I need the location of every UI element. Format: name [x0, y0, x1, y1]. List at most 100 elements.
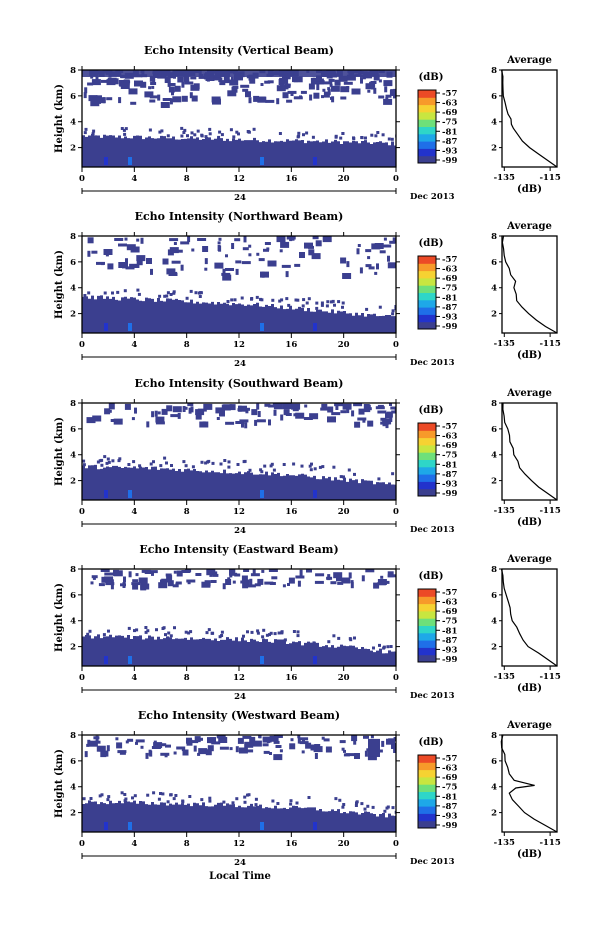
- echo-speck: [390, 137, 394, 141]
- clutter-cell: [132, 579, 139, 583]
- clutter-cell: [99, 97, 106, 104]
- average-x-label: (dB): [517, 849, 542, 860]
- echo-speck: [305, 131, 309, 135]
- echo-speck: [100, 793, 104, 797]
- x-tick-label: 0: [79, 340, 85, 350]
- clutter-cell: [87, 82, 94, 86]
- echo-speck: [256, 629, 260, 633]
- clutter-cell: [175, 581, 182, 585]
- echo-speck: [391, 309, 395, 313]
- strong-echo: [104, 323, 108, 331]
- colorbar-segment: [418, 481, 436, 490]
- clutter-cell: [182, 406, 186, 412]
- x-tick-label: 4: [131, 673, 137, 683]
- echo-speck: [98, 794, 102, 798]
- clutter-cell: [237, 737, 244, 744]
- echo-speck: [260, 470, 264, 474]
- clutter-cell: [357, 417, 367, 421]
- colorbar-segment: [418, 256, 436, 264]
- clutter-cell: [217, 241, 221, 245]
- clutter-cell: [338, 75, 348, 82]
- clutter-cell: [125, 266, 135, 270]
- clutter-cell: [123, 576, 126, 583]
- echo-speck: [321, 465, 325, 469]
- clutter-cell: [291, 403, 301, 410]
- colorbar-segment: [418, 133, 436, 142]
- y-axis-label: Height (km): [54, 84, 65, 153]
- echo-speck: [342, 475, 345, 479]
- clutter-cell: [334, 81, 338, 85]
- echo-speck: [135, 628, 139, 632]
- clutter-cell: [176, 746, 186, 750]
- colorbar-segment: [418, 321, 436, 330]
- clutter-cell: [106, 97, 113, 101]
- clutter-cell: [231, 86, 238, 93]
- clutter-cell: [242, 582, 249, 589]
- clutter-cell: [140, 237, 144, 244]
- echo-speck: [136, 288, 140, 292]
- clutter-cell: [358, 408, 365, 415]
- echo-speck: [165, 294, 169, 298]
- echo-speck: [248, 468, 252, 472]
- colorbar-segment: [418, 97, 436, 106]
- strong-echo: [260, 490, 264, 498]
- x-tick-label: 4: [131, 839, 137, 849]
- clutter-cell: [264, 403, 271, 407]
- colorbar-unit: (dB): [419, 72, 444, 83]
- clutter-cell: [323, 91, 330, 98]
- clutter-cell: [316, 84, 320, 91]
- colorbar-segment: [418, 430, 436, 439]
- echo-speck: [120, 127, 124, 130]
- clutter-cell: [202, 421, 206, 428]
- x-tick-label: 4: [131, 174, 137, 184]
- colorbar-segment: [418, 610, 436, 619]
- x-tick-label: 0: [393, 340, 399, 350]
- colorbar-tick-label: -75: [442, 118, 457, 128]
- clutter-cell: [273, 409, 277, 416]
- clutter-cell: [346, 407, 350, 414]
- echo-speck: [191, 465, 195, 469]
- echo-speck: [86, 632, 90, 636]
- colorbar-tick-label: -99: [442, 322, 457, 332]
- echo-speck: [376, 131, 380, 134]
- clutter-cell: [165, 573, 172, 577]
- clutter-cell: [204, 258, 208, 265]
- clutter-cell: [126, 244, 136, 251]
- clutter-cell: [172, 96, 182, 103]
- clutter-cell: [282, 92, 289, 99]
- clutter-cell: [138, 577, 148, 584]
- heatmap: [82, 403, 396, 500]
- clutter-cell: [263, 750, 270, 754]
- clutter-cell: [113, 418, 123, 425]
- clutter-cell: [220, 80, 230, 84]
- clutter-cell: [353, 738, 357, 745]
- clutter-cell: [219, 82, 226, 86]
- colorbar-tick-label: -75: [442, 451, 457, 461]
- colorbar-segment: [418, 589, 436, 597]
- echo-speck: [285, 297, 289, 301]
- day-label: 24: [234, 526, 246, 536]
- echo-speck: [173, 626, 176, 630]
- clutter-cell: [157, 411, 161, 415]
- echo-speck: [105, 461, 109, 465]
- clutter-cell: [160, 102, 170, 108]
- clutter-cell: [256, 419, 266, 423]
- clutter-cell: [343, 81, 353, 85]
- echo-speck: [165, 461, 168, 465]
- echo-speck: [181, 799, 185, 803]
- clutter-cell: [149, 75, 153, 82]
- echo-speck: [187, 631, 191, 635]
- x-tick-label: 20: [338, 340, 350, 350]
- strong-echo: [104, 822, 108, 830]
- echo-speck: [301, 304, 305, 308]
- clutter-cell: [136, 255, 146, 262]
- clutter-cell: [150, 268, 153, 275]
- clutter-cell: [313, 746, 323, 753]
- echo-speck: [146, 793, 150, 797]
- clutter-column: [368, 738, 380, 757]
- clutter-cell: [290, 93, 294, 96]
- clutter-cell: [190, 76, 197, 80]
- echo-speck: [309, 468, 313, 472]
- echo-speck: [159, 792, 162, 795]
- clutter-cell: [293, 96, 303, 100]
